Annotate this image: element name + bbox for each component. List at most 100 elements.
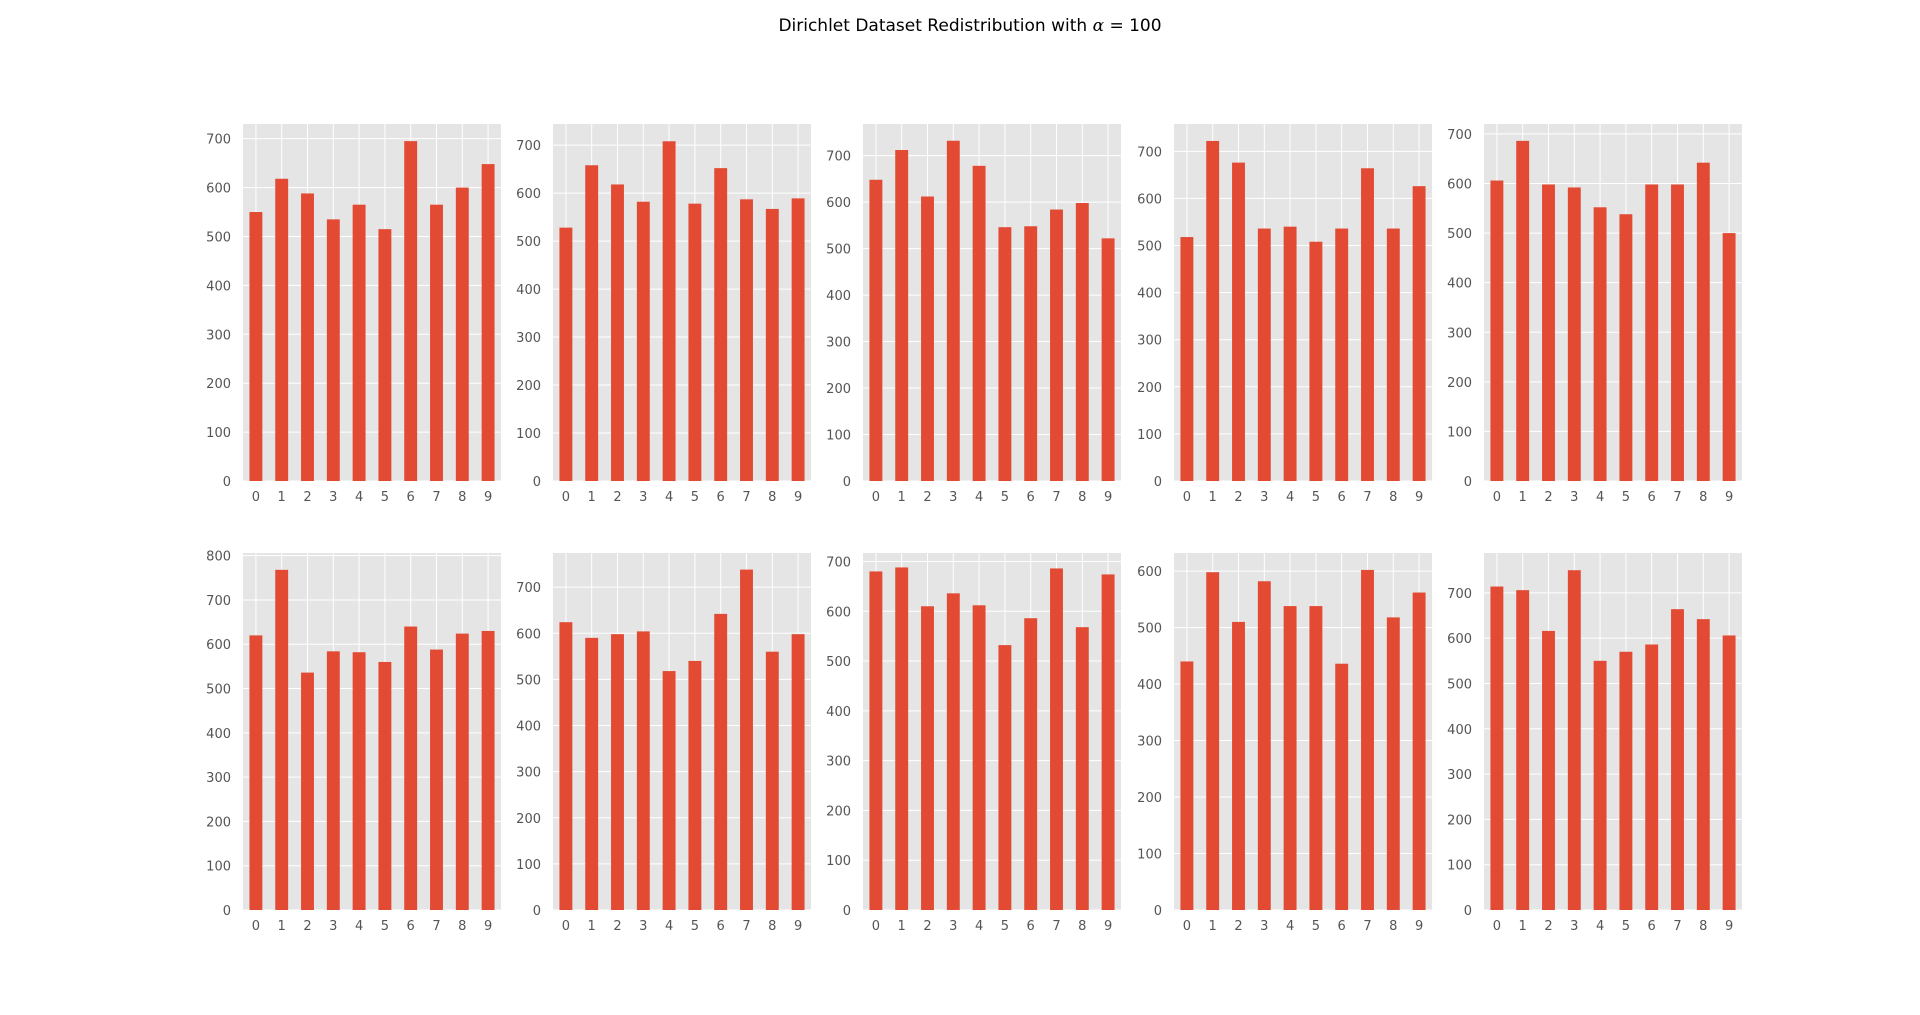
- x-tick-label: 1: [278, 919, 286, 934]
- bar: [791, 198, 805, 481]
- bar: [1309, 606, 1323, 910]
- x-tick-label: 6: [1338, 490, 1346, 505]
- bar: [1101, 574, 1115, 910]
- bar: [275, 569, 289, 910]
- bar: [378, 661, 392, 910]
- figure-title-suffix: = 100: [1104, 16, 1162, 36]
- y-tick-label: 0: [843, 475, 851, 490]
- x-tick-label: 9: [1725, 490, 1733, 505]
- x-tick-label: 6: [1027, 919, 1035, 934]
- y-tick-label: 400: [516, 283, 541, 298]
- y-tick-label: 700: [206, 133, 231, 148]
- y-tick-label: 600: [1447, 632, 1472, 647]
- x-tick-label: 4: [355, 919, 363, 934]
- y-tick-label: 100: [1137, 848, 1162, 863]
- subplot-1: 0 100 200 300 400 500 600 700 0 1 2 3 4 5 6 7 8 9: [516, 124, 811, 505]
- x-tick-label: 5: [1622, 919, 1630, 934]
- x-tick-label: 8: [1078, 919, 1086, 934]
- bar: [430, 204, 443, 482]
- bar: [404, 141, 418, 481]
- x-tick-label: 8: [1389, 490, 1397, 505]
- y-tick-label: 400: [826, 289, 851, 304]
- y-tick-label: 200: [1137, 791, 1162, 806]
- y-tick-label: 600: [206, 638, 231, 653]
- x-tick-label: 3: [639, 490, 647, 505]
- x-tick-label: 7: [1673, 919, 1681, 934]
- bar: [1696, 162, 1710, 482]
- x-tick-label: 0: [1493, 919, 1501, 934]
- subplot-8: 0 100 200 300 400 500 600 0 1 2 3 4 5 6 7 8 9: [1137, 553, 1432, 934]
- y-tick-label: 200: [1447, 376, 1472, 391]
- x-tick-label: 4: [1286, 490, 1294, 505]
- bar: [1412, 592, 1426, 910]
- y-tick-label: 600: [1137, 192, 1162, 207]
- x-tick-label: 3: [639, 919, 647, 934]
- figure-title-prefix: Dirichlet Dataset Redistribution with: [778, 16, 1093, 36]
- x-tick-label: 6: [717, 490, 725, 505]
- x-tick-label: 6: [407, 919, 415, 934]
- y-tick-label: 600: [1447, 178, 1472, 193]
- bar: [1232, 621, 1245, 910]
- bar: [688, 203, 702, 481]
- y-tick-label: 500: [1447, 677, 1472, 692]
- y-tick-label: 400: [206, 727, 231, 742]
- y-tick-label: 700: [516, 581, 541, 596]
- y-tick-label: 0: [223, 904, 231, 919]
- bar: [1619, 651, 1633, 910]
- y-tick-label: 500: [206, 683, 231, 698]
- y-tick-label: 0: [533, 475, 541, 490]
- y-tick-label: 0: [1464, 904, 1472, 919]
- x-tick-label: 8: [1699, 919, 1707, 934]
- bar: [301, 672, 314, 910]
- x-tick-label: 3: [1570, 919, 1578, 934]
- bar: [249, 212, 263, 481]
- bar: [791, 634, 805, 910]
- y-tick-label: 300: [1137, 334, 1162, 349]
- bar: [714, 168, 728, 482]
- x-tick-label: 1: [1209, 919, 1217, 934]
- x-tick-label: 8: [1699, 490, 1707, 505]
- bar: [1516, 140, 1530, 481]
- bar: [1232, 162, 1245, 481]
- x-tick-label: 4: [355, 490, 363, 505]
- y-tick-label: 600: [516, 627, 541, 642]
- bar: [1722, 233, 1736, 481]
- y-tick-label: 700: [206, 594, 231, 609]
- x-tick-label: 9: [1725, 919, 1733, 934]
- y-tick-label: 700: [1137, 145, 1162, 160]
- x-tick-label: 5: [1001, 490, 1009, 505]
- y-tick-label: 200: [516, 812, 541, 827]
- x-tick-label: 6: [1648, 490, 1656, 505]
- bar: [1206, 140, 1220, 481]
- x-tick-label: 7: [1363, 919, 1371, 934]
- x-tick-label: 4: [975, 919, 983, 934]
- bar: [1075, 627, 1089, 910]
- bar: [1671, 609, 1684, 910]
- subplot-3: 0 100 200 300 400 500 600 700 0 1 2 3 4 5 6 7 8 9: [1137, 124, 1432, 505]
- bar: [998, 645, 1012, 910]
- x-tick-label: 6: [1338, 919, 1346, 934]
- x-tick-label: 4: [1596, 919, 1604, 934]
- x-tick-label: 5: [381, 919, 389, 934]
- x-tick-label: 5: [1622, 490, 1630, 505]
- x-tick-label: 1: [1519, 919, 1527, 934]
- bar: [275, 178, 289, 482]
- bar: [1283, 226, 1297, 481]
- bar: [636, 201, 650, 481]
- x-tick-label: 8: [768, 490, 776, 505]
- x-tick-label: 9: [1415, 919, 1423, 934]
- x-tick-label: 1: [588, 490, 596, 505]
- x-tick-label: 0: [562, 490, 570, 505]
- bar: [1542, 630, 1555, 910]
- bar: [740, 199, 753, 482]
- y-tick-label: 300: [1447, 326, 1472, 341]
- bar: [1024, 618, 1038, 910]
- bar: [1567, 187, 1581, 481]
- bar: [1696, 619, 1710, 910]
- x-tick-label: 9: [1415, 490, 1423, 505]
- x-tick-label: 7: [742, 490, 750, 505]
- bar: [1542, 184, 1555, 481]
- x-tick-label: 1: [588, 919, 596, 934]
- x-tick-label: 5: [381, 490, 389, 505]
- y-tick-label: 500: [516, 235, 541, 250]
